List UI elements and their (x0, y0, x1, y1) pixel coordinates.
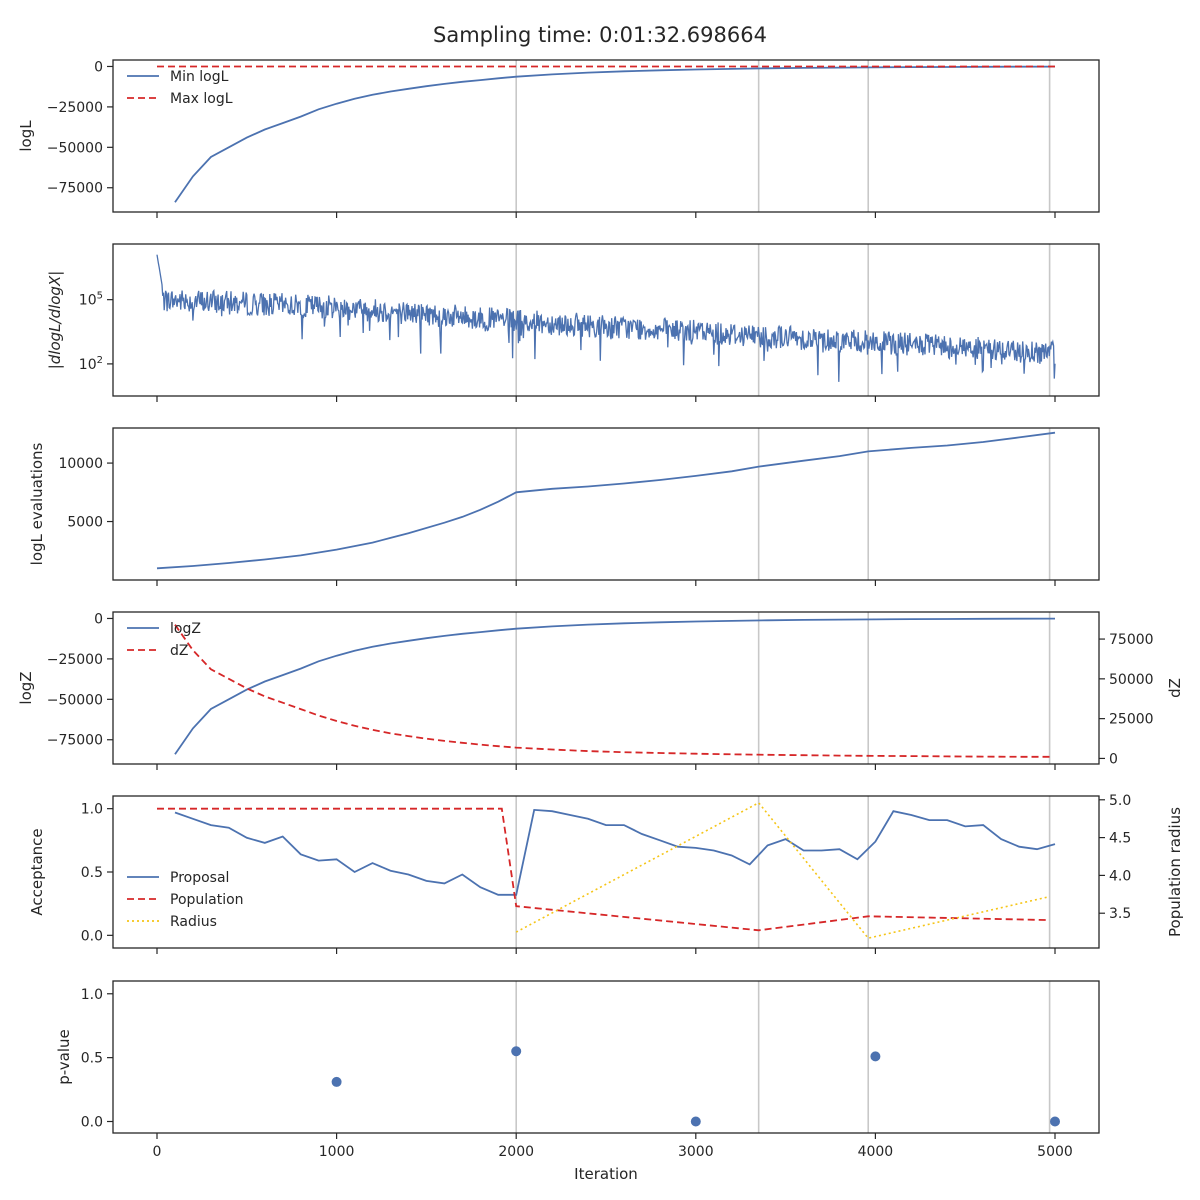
panel-evals: 10000 5000 logL evaluations (28, 427, 1100, 586)
legend-label: Min logL (170, 69, 229, 85)
figure-title: Sampling time: 0:01:32.698664 (433, 23, 767, 47)
panel-logl: 0 −25000 −50000 −75000 logL Min logL Max logL (17, 59, 1100, 218)
x-tick-label: 4000 (858, 1144, 894, 1160)
y-axis-label: logZ (17, 671, 35, 704)
scatter-point (690, 1116, 701, 1127)
y-tick-label: −25000 (47, 100, 103, 116)
series-line-population (157, 807, 1050, 932)
y-tick-label: −25000 (47, 652, 103, 668)
y-right-axis-label: dZ (1166, 678, 1184, 698)
y-right-tick-label: 4.0 (1109, 868, 1131, 884)
series-line-radius (515, 801, 1050, 940)
y-tick-base: 10 (79, 293, 97, 309)
y-tick-exponent: 5 (97, 291, 103, 302)
y-axis-label: p-value (55, 1029, 73, 1085)
y-right-tick-label: 5.0 (1109, 793, 1131, 809)
y-axis-label: logL (17, 120, 35, 152)
panel-accept: 1.0 0.5 0.0 5.0 4.5 4.0 3.5 Acceptance Populatio… (28, 793, 1184, 954)
panels: 0 −25000 −50000 −75000 logL Min logL Max logL 1… (17, 59, 1184, 1160)
y-tick-label: 0.0 (81, 1115, 103, 1131)
y-right-tick-label: 50000 (1109, 672, 1154, 688)
y-axis-label: logL evaluations (28, 442, 46, 565)
y-right-tick-label: 25000 (1109, 712, 1154, 728)
series-line-logz (174, 617, 1056, 755)
y-tick-label: 0 (94, 611, 103, 627)
panel-frame (112, 795, 1100, 949)
y-tick-label: 0.0 (81, 928, 103, 944)
legend-label: Radius (170, 914, 217, 930)
y-right-tick-label: 4.5 (1109, 831, 1131, 847)
y-tick-exponent: 2 (97, 355, 103, 366)
y-tick-label: 105 (79, 291, 103, 309)
y-tick-label: −75000 (47, 181, 103, 197)
y-tick-label: 0 (94, 59, 103, 75)
legend-label: logZ (170, 621, 201, 637)
y-tick-label: 0.5 (81, 1051, 103, 1067)
y-tick-label: 10000 (58, 456, 103, 472)
y-right-tick-label: 3.5 (1109, 906, 1131, 922)
plot-area (174, 617, 1056, 758)
y-tick-label: 102 (79, 355, 103, 373)
y-tick-label: 5000 (67, 515, 103, 531)
panel-logz: 0 −25000 −50000 −75000 75000 50000 25000 0 logZ d… (17, 611, 1184, 770)
panel-frame (112, 427, 1100, 581)
series-line-dz (174, 624, 1050, 758)
y-tick-label: −50000 (47, 140, 103, 156)
y-tick-label: 1.0 (81, 987, 103, 1003)
x-tick-label: 1000 (319, 1144, 355, 1160)
plot-area (156, 254, 1056, 382)
y-right-tick-label: 75000 (1109, 632, 1154, 648)
series-line-proposal (174, 808, 1056, 896)
y-tick-label: −75000 (47, 733, 103, 749)
x-tick-label: 0 (153, 1144, 162, 1160)
scatter-point (870, 1051, 881, 1062)
panel-pvalue: 0 1000 2000 3000 4000 5000 1.0 0.5 0.0 p-value (55, 980, 1100, 1160)
legend-label: dZ (170, 643, 188, 659)
scatter-point (331, 1076, 342, 1087)
scatter-point (1050, 1116, 1060, 1127)
series-line-min-logl (174, 65, 1056, 203)
plot-area (331, 1046, 1060, 1127)
plot-area (157, 801, 1056, 940)
legend-label: Max logL (170, 91, 233, 107)
y-axis-label: Acceptance (28, 828, 46, 915)
panel-frame (112, 243, 1100, 397)
y-right-axis-label: Population radius (1166, 807, 1184, 937)
x-tick-label: 2000 (498, 1144, 534, 1160)
x-tick-label: 3000 (678, 1144, 714, 1160)
x-axis-label: Iteration (574, 1165, 638, 1183)
y-axis-label: |dlogL/dlogX| (46, 271, 64, 370)
y-tick-label: −50000 (47, 692, 103, 708)
panel-frame (112, 611, 1100, 765)
legend-label: Population (170, 892, 244, 908)
panel-frame (112, 980, 1100, 1134)
legend-label: Proposal (170, 870, 229, 886)
plot-area (156, 431, 1056, 570)
plot-area (157, 65, 1056, 203)
scatter-point (511, 1046, 522, 1057)
panel-frame (112, 59, 1100, 213)
series-line-0 (156, 431, 1056, 570)
y-right-tick-label: 0 (1109, 751, 1118, 767)
y-tick-label: 0.5 (81, 865, 103, 881)
y-tick-base: 10 (79, 357, 97, 373)
series-line (156, 254, 1056, 382)
x-tick-label: 5000 (1037, 1144, 1073, 1160)
y-tick-label: 1.0 (81, 802, 103, 818)
